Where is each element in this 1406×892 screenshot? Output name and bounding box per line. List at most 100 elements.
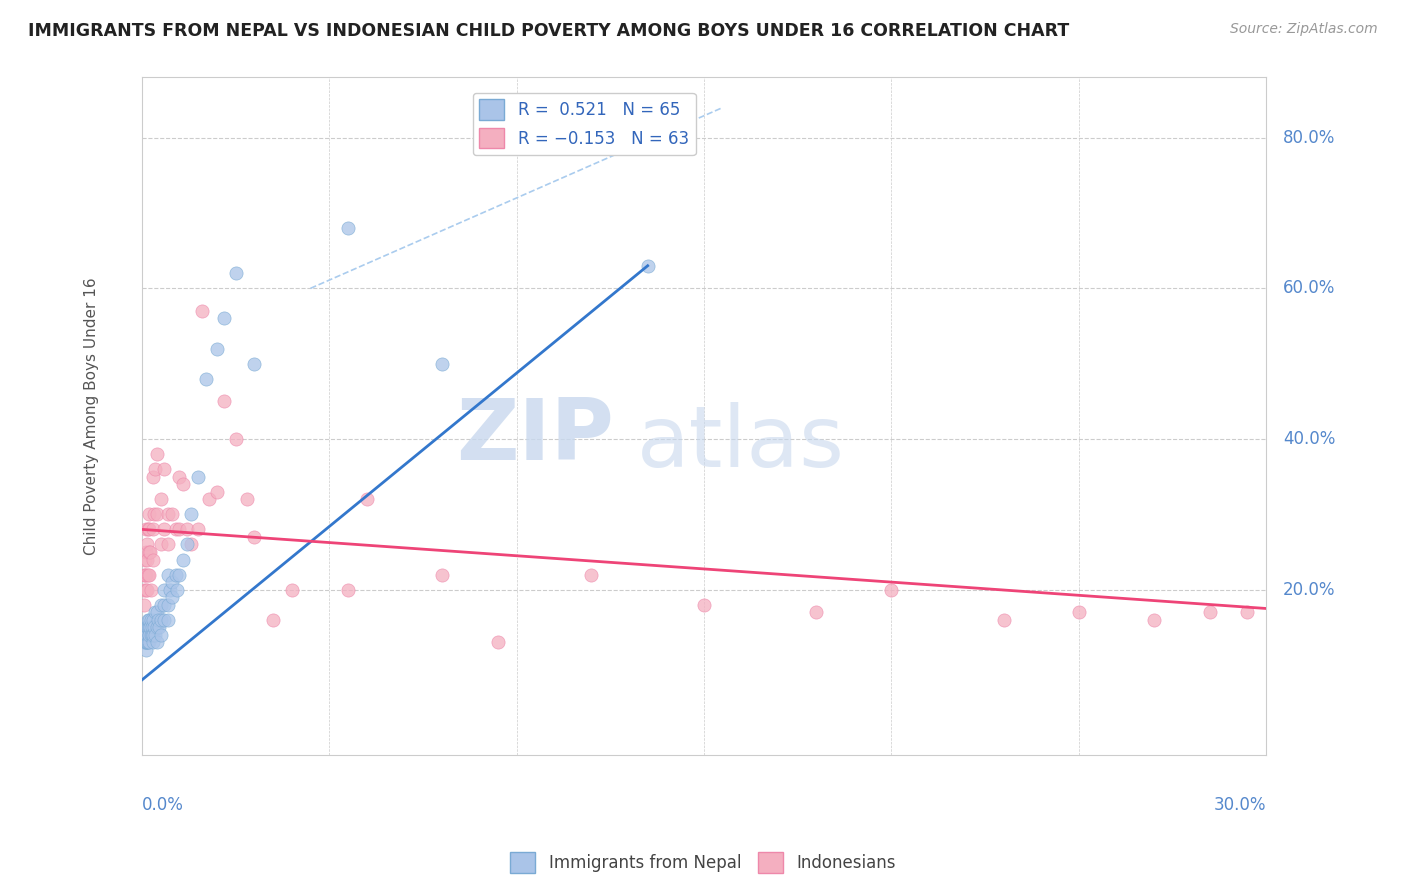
- Point: [169, 567, 191, 582]
- Point: [280, 582, 302, 597]
- Text: IMMIGRANTS FROM NEPAL VS INDONESIAN CHILD POVERTY AMONG BOYS UNDER 16 CORRELATIO: IMMIGRANTS FROM NEPAL VS INDONESIAN CHIL…: [28, 22, 1070, 40]
- Point: [136, 628, 159, 642]
- Point: [132, 635, 155, 649]
- Point: [159, 582, 181, 597]
- Point: [157, 598, 180, 612]
- Point: [142, 522, 165, 536]
- Point: [153, 522, 176, 536]
- Point: [136, 635, 159, 649]
- Point: [146, 635, 169, 649]
- Point: [135, 628, 157, 642]
- Text: Source: ZipAtlas.com: Source: ZipAtlas.com: [1230, 22, 1378, 37]
- Point: [138, 545, 160, 559]
- Point: [136, 613, 159, 627]
- Point: [157, 613, 180, 627]
- Point: [149, 613, 172, 627]
- Text: ZIP: ZIP: [456, 395, 614, 478]
- Point: [1236, 605, 1258, 619]
- Point: [176, 522, 198, 536]
- Point: [225, 432, 247, 446]
- Point: [637, 259, 659, 273]
- Point: [198, 492, 221, 507]
- Point: [141, 613, 163, 627]
- Point: [157, 537, 180, 551]
- Point: [143, 628, 166, 642]
- Point: [262, 613, 284, 627]
- Point: [205, 484, 228, 499]
- Point: [135, 537, 157, 551]
- Point: [146, 613, 169, 627]
- Point: [139, 620, 162, 634]
- Point: [136, 620, 159, 634]
- Point: [138, 635, 160, 649]
- Text: atlas: atlas: [637, 402, 845, 485]
- Point: [136, 522, 159, 536]
- Point: [148, 620, 170, 634]
- Point: [214, 394, 236, 409]
- Point: [132, 567, 155, 582]
- Point: [166, 582, 188, 597]
- Point: [138, 567, 160, 582]
- Point: [136, 620, 159, 634]
- Point: [134, 628, 156, 642]
- Point: [132, 628, 155, 642]
- Text: 80.0%: 80.0%: [1282, 128, 1336, 146]
- Point: [581, 567, 603, 582]
- Point: [134, 635, 156, 649]
- Point: [138, 620, 160, 634]
- Point: [806, 605, 828, 619]
- Point: [993, 613, 1015, 627]
- Point: [153, 462, 176, 476]
- Point: [153, 613, 176, 627]
- Point: [142, 635, 165, 649]
- Point: [142, 552, 165, 566]
- Point: [136, 582, 159, 597]
- Text: 0.0%: 0.0%: [142, 796, 184, 814]
- Point: [143, 605, 166, 619]
- Point: [142, 628, 165, 642]
- Point: [1142, 613, 1164, 627]
- Point: [160, 575, 183, 590]
- Point: [136, 567, 159, 582]
- Point: [153, 582, 176, 597]
- Point: [142, 613, 165, 627]
- Point: [243, 357, 266, 371]
- Legend: R =  0.521   N = 65, R = −0.153   N = 63: R = 0.521 N = 65, R = −0.153 N = 63: [472, 93, 696, 155]
- Point: [169, 469, 191, 483]
- Point: [135, 635, 157, 649]
- Point: [160, 590, 183, 604]
- Point: [138, 613, 160, 627]
- Point: [138, 628, 160, 642]
- Point: [146, 605, 169, 619]
- Point: [149, 628, 172, 642]
- Point: [134, 635, 156, 649]
- Point: [138, 628, 160, 642]
- Point: [157, 508, 180, 522]
- Point: [180, 508, 202, 522]
- Point: [486, 635, 509, 649]
- Point: [141, 620, 163, 634]
- Text: Child Poverty Among Boys Under 16: Child Poverty Among Boys Under 16: [84, 277, 98, 555]
- Point: [160, 508, 183, 522]
- Point: [135, 635, 157, 649]
- Point: [172, 477, 194, 491]
- Point: [356, 492, 378, 507]
- Point: [176, 537, 198, 551]
- Point: [214, 311, 236, 326]
- Point: [169, 522, 191, 536]
- Point: [134, 552, 156, 566]
- Point: [135, 628, 157, 642]
- Text: 30.0%: 30.0%: [1213, 796, 1265, 814]
- Point: [430, 357, 453, 371]
- Point: [146, 447, 169, 461]
- Point: [135, 567, 157, 582]
- Point: [194, 372, 217, 386]
- Point: [143, 462, 166, 476]
- Point: [135, 620, 157, 634]
- Point: [139, 628, 162, 642]
- Point: [235, 492, 257, 507]
- Point: [149, 537, 172, 551]
- Point: [146, 620, 169, 634]
- Point: [135, 522, 157, 536]
- Text: 60.0%: 60.0%: [1282, 279, 1336, 297]
